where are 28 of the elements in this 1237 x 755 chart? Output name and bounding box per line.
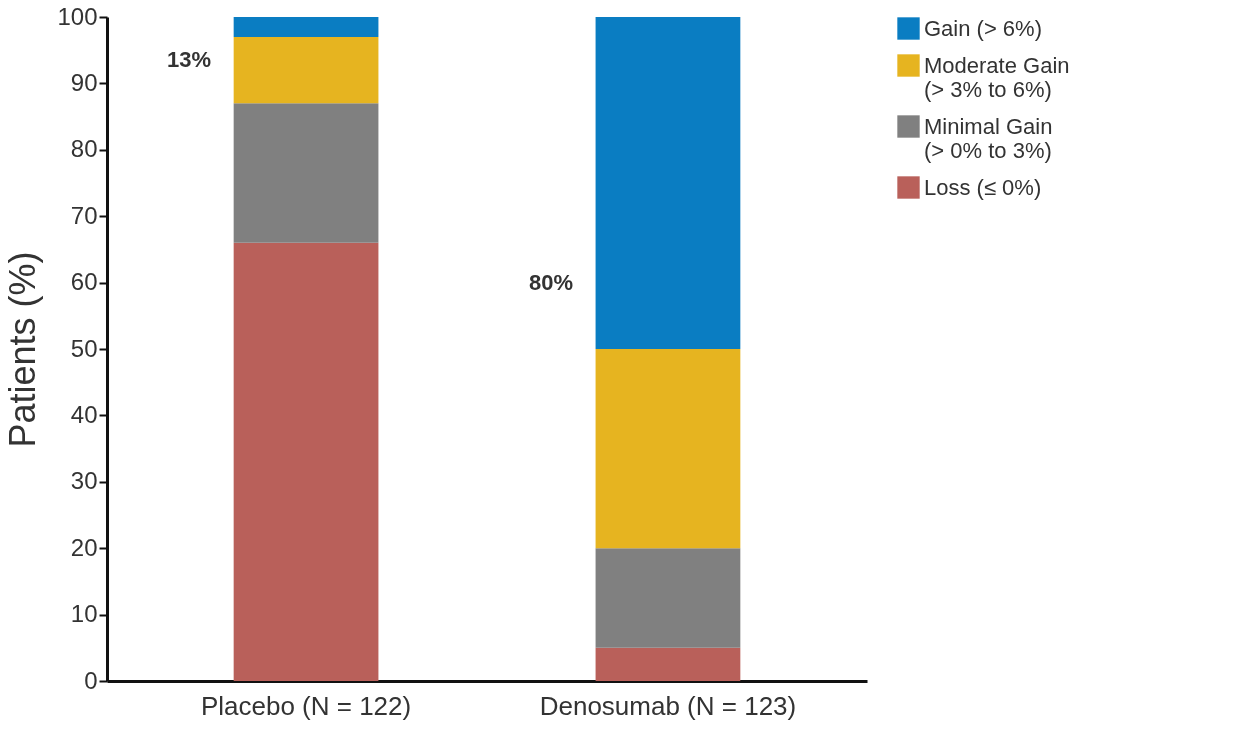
y-tick-label: 20	[70, 533, 98, 561]
y-tick-label: 0	[84, 666, 98, 694]
y-tick-label: 70	[70, 201, 98, 229]
y-tick-label: 80	[70, 135, 98, 163]
y-tick-label: 90	[70, 68, 98, 96]
y-tick-label: 60	[70, 268, 98, 296]
bar	[233, 242, 379, 681]
bar	[233, 36, 379, 104]
legend-label: Loss (≤ 0%)	[924, 174, 1042, 200]
y-tick-label: 30	[70, 467, 98, 495]
y-tick-label: 40	[70, 400, 98, 428]
annotation: 13%	[167, 47, 212, 73]
x-tick-label: Denosumab (N = 123)	[539, 690, 797, 721]
bar	[233, 17, 379, 37]
y-tick-label: 10	[70, 600, 98, 628]
bar	[595, 647, 741, 681]
bar	[233, 103, 379, 243]
legend-label: Minimal Gain (> 0% to 3%)	[924, 113, 1053, 163]
y-tick-label: 100	[57, 2, 98, 30]
bar	[595, 17, 741, 349]
x-tick-label: Placebo (N = 122)	[200, 690, 412, 721]
bar	[595, 548, 741, 648]
y-axis-title: Patients (%)	[2, 251, 44, 448]
bar	[595, 349, 741, 549]
legend-label: Gain (> 6%)	[924, 15, 1042, 41]
annotation: 80%	[528, 269, 573, 295]
y-tick-label: 50	[70, 334, 98, 362]
legend-label: Moderate Gain (> 3% to 6%)	[924, 52, 1070, 102]
